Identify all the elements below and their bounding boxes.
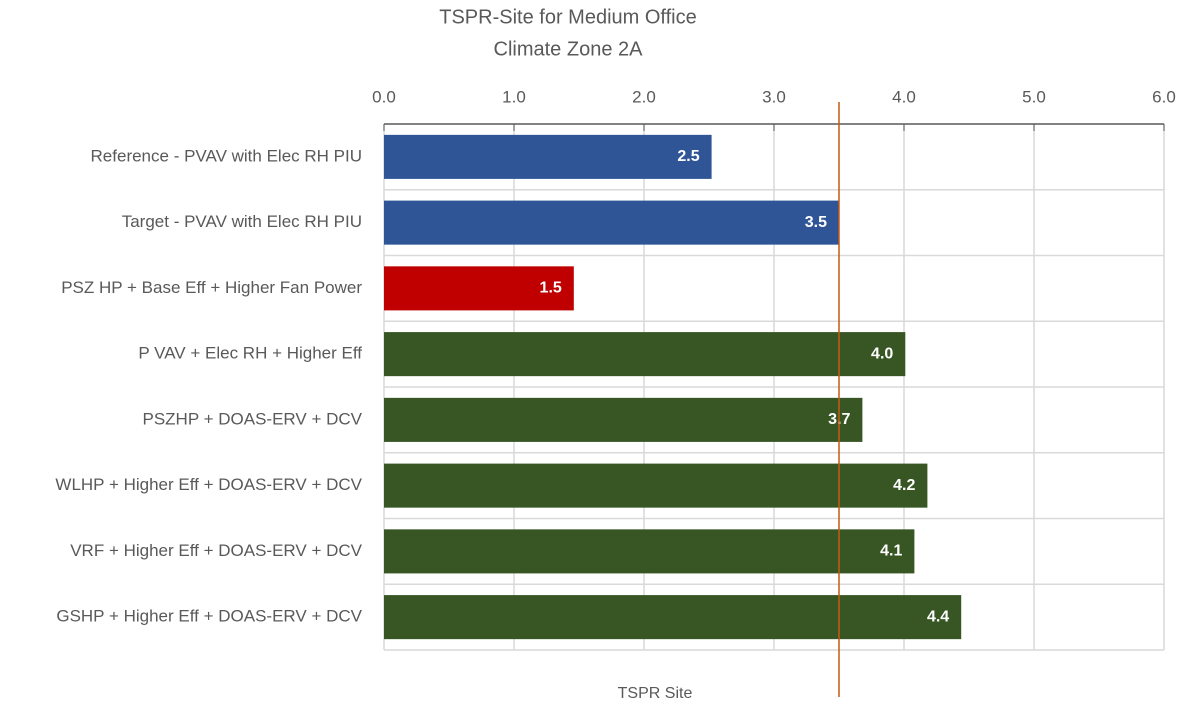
value-label: 2.5 (677, 148, 699, 165)
bar (384, 266, 574, 311)
value-label: 4.2 (893, 477, 915, 494)
bar (384, 134, 712, 179)
x-tick-label: 1.0 (502, 87, 526, 106)
x-tick-label: 0.0 (372, 87, 396, 106)
chart-title: TSPR-Site for Medium Office (439, 6, 696, 28)
category-label: PSZHP + DOAS-ERV + DCV (143, 409, 363, 428)
category-label: GSHP + Higher Eff + DOAS-ERV + DCV (56, 607, 362, 626)
bar (384, 529, 915, 574)
x-tick-label: 6.0 (1152, 87, 1176, 106)
x-tick-label: 5.0 (1022, 87, 1046, 106)
bar (384, 200, 839, 245)
value-label: 4.0 (871, 345, 893, 362)
bar (384, 332, 906, 377)
x-tick-label: 4.0 (892, 87, 916, 106)
value-label: 4.1 (880, 543, 902, 560)
category-label: Target - PVAV with Elec RH PIU (122, 212, 362, 231)
category-label: PSZ HP + Base Eff + Higher Fan Power (61, 278, 362, 297)
value-label: 1.5 (540, 280, 562, 297)
bar (384, 463, 928, 508)
x-tick-label: 2.0 (632, 87, 656, 106)
bar (384, 595, 962, 640)
value-label: 4.4 (927, 608, 949, 625)
bar (384, 397, 863, 442)
category-label: WLHP + Higher Eff + DOAS-ERV + DCV (55, 475, 362, 494)
category-label: Reference - PVAV with Elec RH PIU (91, 146, 362, 165)
x-tick-label: 3.0 (762, 87, 786, 106)
category-label: P VAV + Elec RH + Higher Eff (138, 344, 362, 363)
category-label: VRF + Higher Eff + DOAS-ERV + DCV (70, 541, 362, 560)
value-label: 3.5 (805, 214, 827, 231)
x-axis-label: TSPR Site (618, 685, 693, 702)
chart-subtitle: Climate Zone 2A (494, 38, 644, 60)
